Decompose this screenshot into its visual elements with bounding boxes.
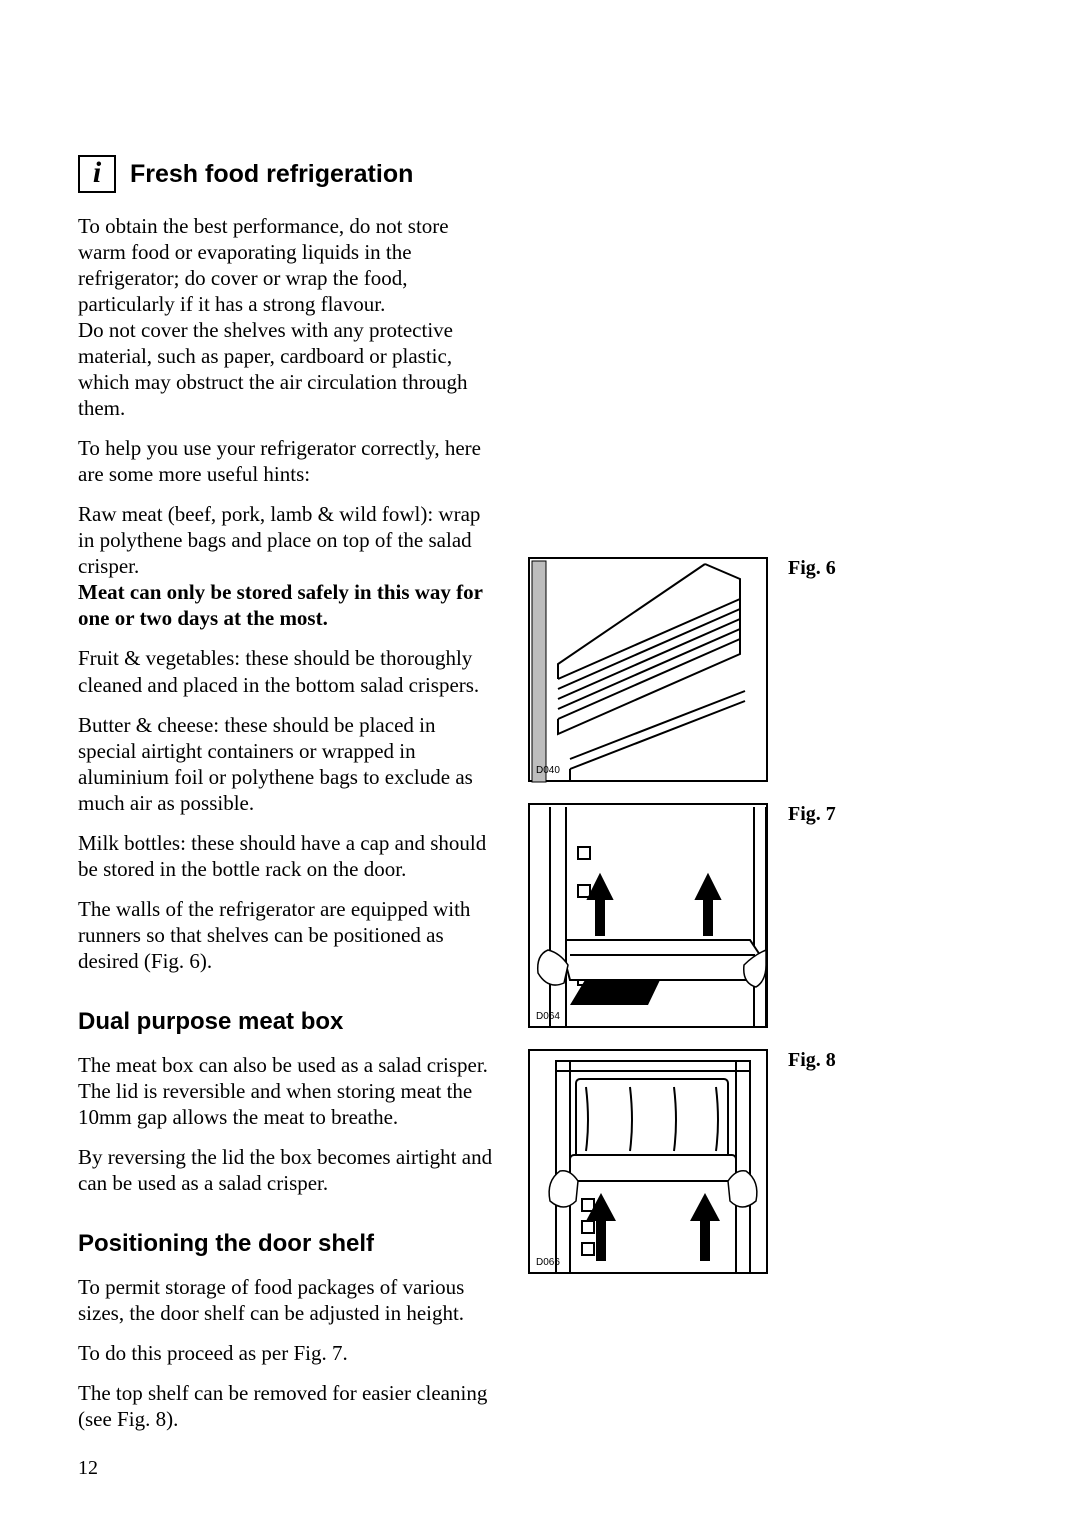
para-intro: To obtain the best performance, do not s… xyxy=(78,213,498,317)
figure-8-code: D066 xyxy=(536,1257,560,1268)
para-butter-cheese: Butter & cheese: these should be placed … xyxy=(78,712,498,816)
figure-6-block: D040 Fig. 6 xyxy=(528,557,836,782)
figure-8-image: D066 xyxy=(528,1049,768,1274)
para-door-1: To permit storage of food packages of va… xyxy=(78,1274,498,1326)
para-intro-b: Do not cover the shelves with any protec… xyxy=(78,317,498,421)
figure-7-image: D064 xyxy=(528,803,768,1028)
figure-7-label: Fig. 7 xyxy=(788,803,836,826)
figure-7-code: D064 xyxy=(536,1011,560,1022)
content-columns: To obtain the best performance, do not s… xyxy=(78,213,1010,1446)
para-meat-warning: Meat can only be stored safely in this w… xyxy=(78,579,498,631)
para-runners: The walls of the refrigerator are equipp… xyxy=(78,896,498,974)
section-heading-row: i Fresh food refrigeration xyxy=(78,155,1010,193)
info-icon: i xyxy=(78,155,116,193)
figure-7-block: D064 Fig. 7 xyxy=(528,803,836,1028)
para-door-2: To do this proceed as per Fig. 7. xyxy=(78,1340,498,1366)
top-shelf-diagram-icon xyxy=(530,1051,770,1276)
left-column: To obtain the best performance, do not s… xyxy=(78,213,498,1446)
figure-8-label: Fig. 8 xyxy=(788,1049,836,1072)
para-milk: Milk bottles: these should have a cap an… xyxy=(78,830,498,882)
right-column: D040 Fig. 6 xyxy=(528,213,1010,1446)
para-hints-intro: To help you use your refrigerator correc… xyxy=(78,435,498,487)
section-title: Fresh food refrigeration xyxy=(130,160,413,189)
figure-6-image: D040 xyxy=(528,557,768,782)
para-raw-meat: Raw meat (beef, pork, lamb & wild fowl):… xyxy=(78,501,498,579)
shelf-diagram-icon xyxy=(530,559,770,784)
para-fruit-veg: Fruit & vegetables: these should be thor… xyxy=(78,645,498,697)
para-meat-2: By reversing the lid the box becomes air… xyxy=(78,1144,498,1196)
figure-8-block: D066 Fig. 8 xyxy=(528,1049,836,1274)
figure-6-label: Fig. 6 xyxy=(788,557,836,580)
subheading-meat-box: Dual purpose meat box xyxy=(78,1008,498,1036)
para-door-3: The top shelf can be removed for easier … xyxy=(78,1380,498,1432)
para-meat-1: The meat box can also be used as a salad… xyxy=(78,1052,498,1130)
figure-6-code: D040 xyxy=(536,765,560,776)
door-shelf-diagram-icon xyxy=(530,805,770,1030)
page-number: 12 xyxy=(78,1457,98,1480)
subheading-door-shelf: Positioning the door shelf xyxy=(78,1230,498,1258)
